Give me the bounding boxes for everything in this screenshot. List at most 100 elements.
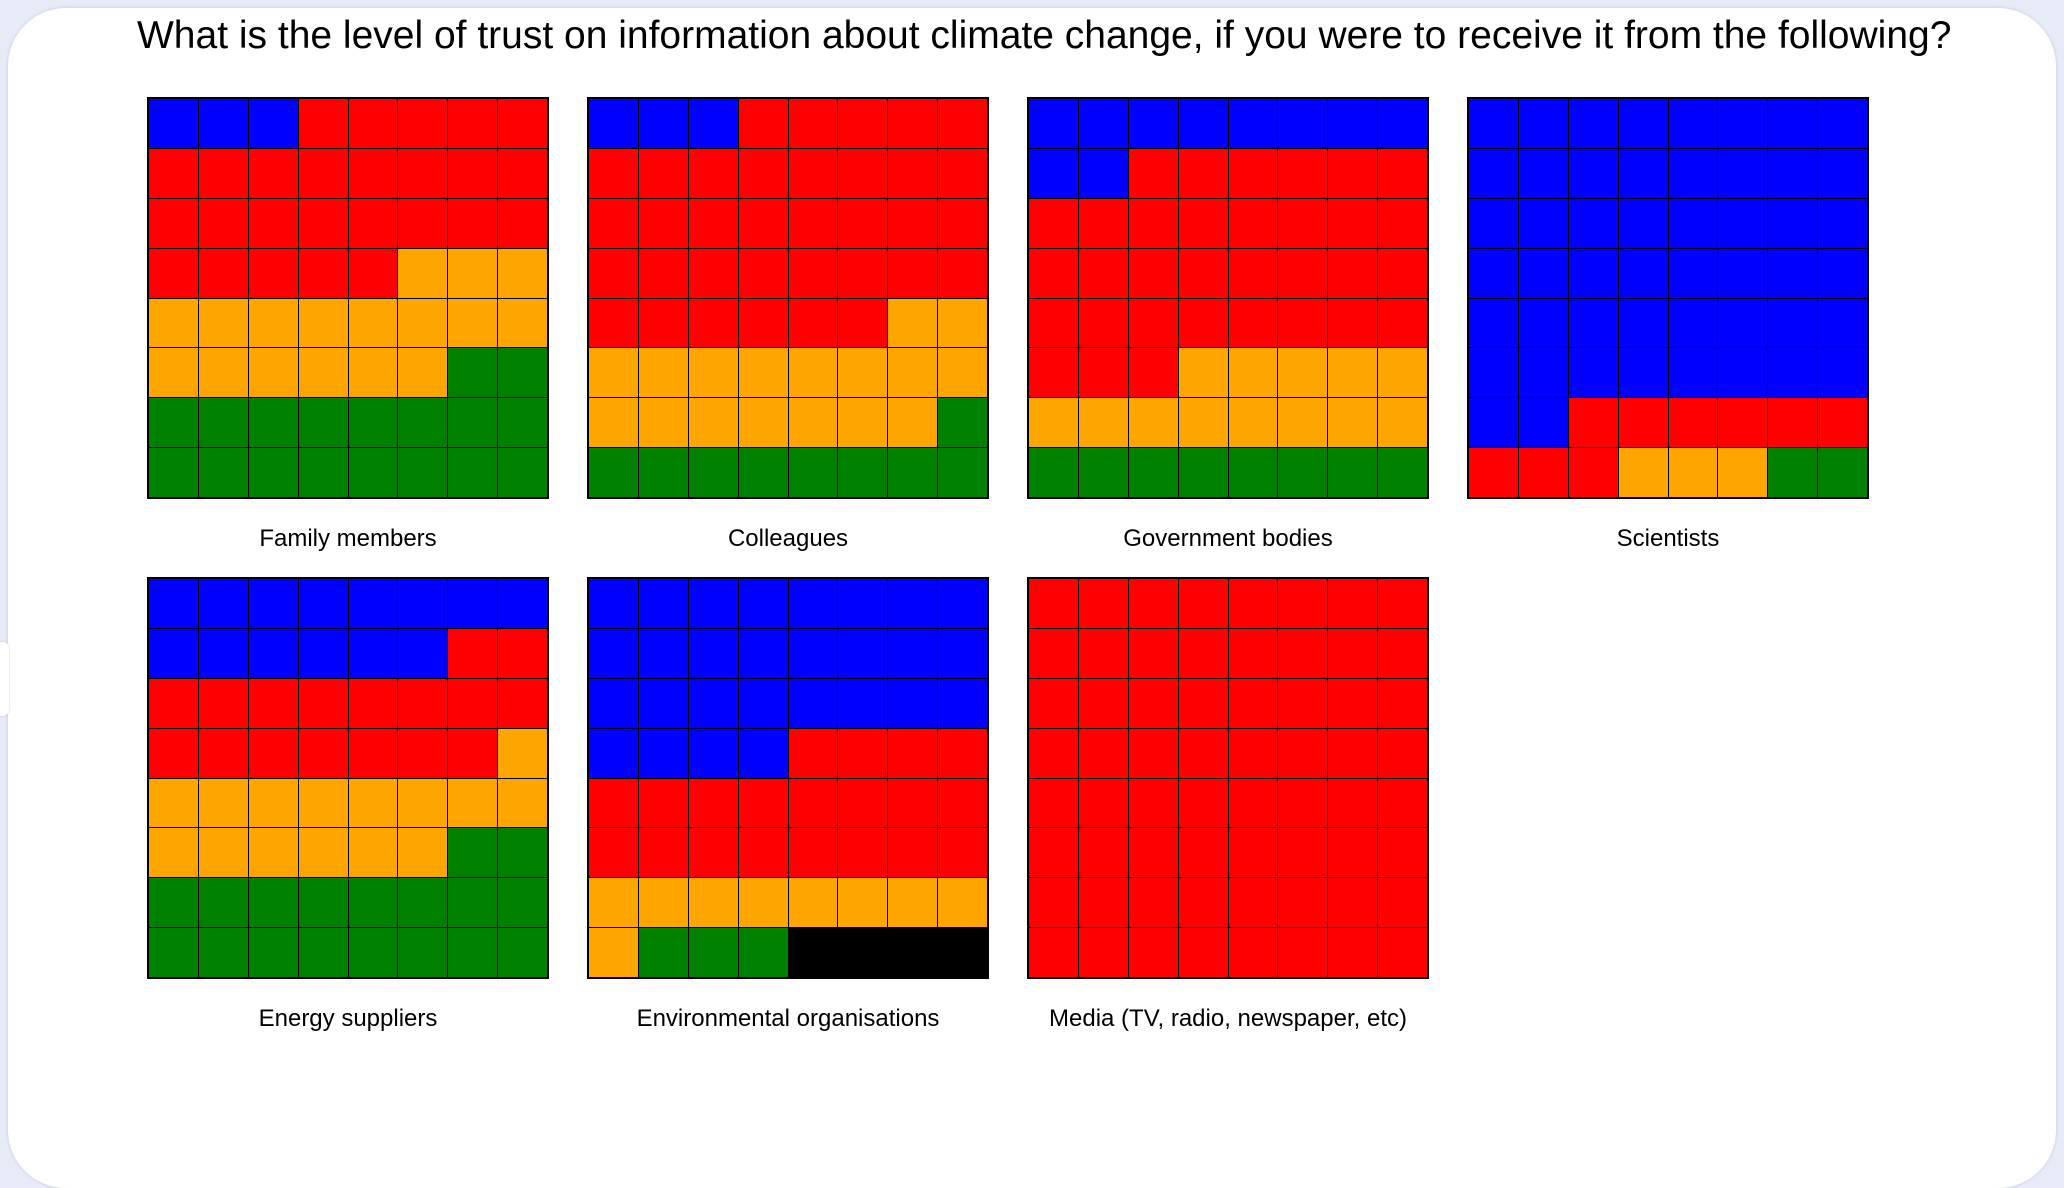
waffle-cell-blue: [1278, 99, 1328, 148]
waffle-cell-blue: [1518, 99, 1568, 148]
waffle-cell-blue: [248, 579, 298, 628]
waffle-cell-blue: [1718, 298, 1768, 348]
waffle-cell-green: [738, 928, 788, 977]
waffle-cell-red: [1568, 448, 1618, 497]
waffle-cell-red: [498, 99, 547, 148]
waffle-cell-green: [938, 398, 987, 448]
waffle-cell-red: [448, 678, 498, 728]
waffle-cell-blue: [688, 99, 738, 148]
waffle-cell-red: [1029, 878, 1078, 928]
waffle-cell-green: [149, 928, 198, 977]
waffle-cell-red: [1668, 398, 1718, 448]
waffle-cell-red: [448, 148, 498, 198]
waffle-cell-blue: [398, 628, 448, 678]
waffle-cell-red: [738, 99, 788, 148]
waffle-cell-green: [1818, 448, 1867, 497]
waffle-cell-red: [688, 828, 738, 878]
waffle-cell-red: [1078, 348, 1128, 398]
waffle-cell-red: [1328, 678, 1378, 728]
waffle-cell-red: [1518, 448, 1568, 497]
waffle-cell-orange: [498, 298, 547, 348]
waffle-cell-red: [149, 678, 198, 728]
waffle-cell-red: [1178, 248, 1228, 298]
waffle-cell-green: [838, 448, 888, 497]
waffle-cell-green: [638, 928, 688, 977]
waffle-cell-red: [398, 198, 448, 248]
waffle-cell-red: [688, 198, 738, 248]
waffle-cell-orange: [738, 398, 788, 448]
waffle-grid: [1467, 97, 1869, 499]
waffle-cell-blue: [589, 99, 638, 148]
waffle-cell-red: [348, 148, 398, 198]
waffle-grid: [587, 97, 989, 499]
waffle-cell-red: [838, 298, 888, 348]
waffle-cell-green: [638, 448, 688, 497]
waffle-cell-orange: [1178, 398, 1228, 448]
waffle-cell-red: [1029, 579, 1078, 628]
waffle-cell-blue: [1818, 198, 1867, 248]
waffle-cell-orange: [149, 828, 198, 878]
waffle-cell-red: [1178, 878, 1228, 928]
waffle-cell-red: [1718, 398, 1768, 448]
waffle-cell-red: [248, 148, 298, 198]
waffle-cell-blue: [1768, 99, 1818, 148]
waffle-cell-red: [149, 248, 198, 298]
waffle-cell-red: [638, 778, 688, 828]
waffle-cell-red: [398, 99, 448, 148]
side-handle[interactable]: [0, 642, 9, 716]
waffle-cell-blue: [1618, 99, 1668, 148]
waffle-cell-orange: [398, 828, 448, 878]
waffle-cell-orange: [398, 248, 448, 298]
waffle-cell-green: [298, 448, 348, 497]
waffle-cell-green: [198, 878, 248, 928]
waffle-cell-blue: [1668, 148, 1718, 198]
waffle-cell-red: [1078, 248, 1128, 298]
waffle-cell-green: [498, 928, 547, 977]
waffle-cell-green: [1029, 448, 1078, 497]
waffle-panel-family-members: Family members: [147, 97, 549, 553]
waffle-cell-red: [248, 248, 298, 298]
waffle-cell-red: [1078, 579, 1128, 628]
waffle-cell-blue: [298, 628, 348, 678]
waffle-cell-red: [1378, 728, 1427, 778]
waffle-cell-orange: [688, 878, 738, 928]
waffle-cell-blue: [1818, 99, 1867, 148]
waffle-cell-orange: [738, 878, 788, 928]
waffle-cell-red: [198, 148, 248, 198]
waffle-cell-blue: [198, 628, 248, 678]
waffle-cell-blue: [638, 728, 688, 778]
waffle-cell-red: [1378, 248, 1427, 298]
waffle-cell-blue: [938, 678, 987, 728]
waffle-cell-orange: [589, 878, 638, 928]
waffle-cell-red: [938, 728, 987, 778]
waffle-cell-red: [348, 678, 398, 728]
waffle-cell-orange: [298, 828, 348, 878]
waffle-cell-red: [1328, 828, 1378, 878]
waffle-cell-orange: [498, 778, 547, 828]
waffle-cell-green: [1378, 448, 1427, 497]
waffle-cell-red: [1228, 828, 1278, 878]
waffle-cell-red: [1178, 628, 1228, 678]
waffle-cell-red: [589, 148, 638, 198]
waffle-cell-red: [448, 728, 498, 778]
waffle-cell-green: [1178, 448, 1228, 497]
waffle-cell-blue: [1768, 248, 1818, 298]
waffle-cell-green: [198, 448, 248, 497]
waffle-cell-blue: [1718, 148, 1768, 198]
waffle-cell-red: [1178, 198, 1228, 248]
waffle-cell-blue: [1518, 348, 1568, 398]
waffle-cell-red: [589, 248, 638, 298]
waffle-cell-orange: [738, 348, 788, 398]
waffle-cell-blue: [1818, 298, 1867, 348]
waffle-cell-red: [1278, 579, 1328, 628]
waffle-cell-blue: [1718, 248, 1768, 298]
waffle-cell-green: [498, 398, 547, 448]
waffle-cell-red: [838, 778, 888, 828]
waffle-cell-green: [248, 878, 298, 928]
waffle-cell-blue: [1518, 298, 1568, 348]
waffle-cell-blue: [1718, 348, 1768, 398]
waffle-cell-red: [448, 628, 498, 678]
waffle-cell-red: [498, 148, 547, 198]
waffle-cell-orange: [248, 828, 298, 878]
waffle-cell-red: [1328, 928, 1378, 977]
